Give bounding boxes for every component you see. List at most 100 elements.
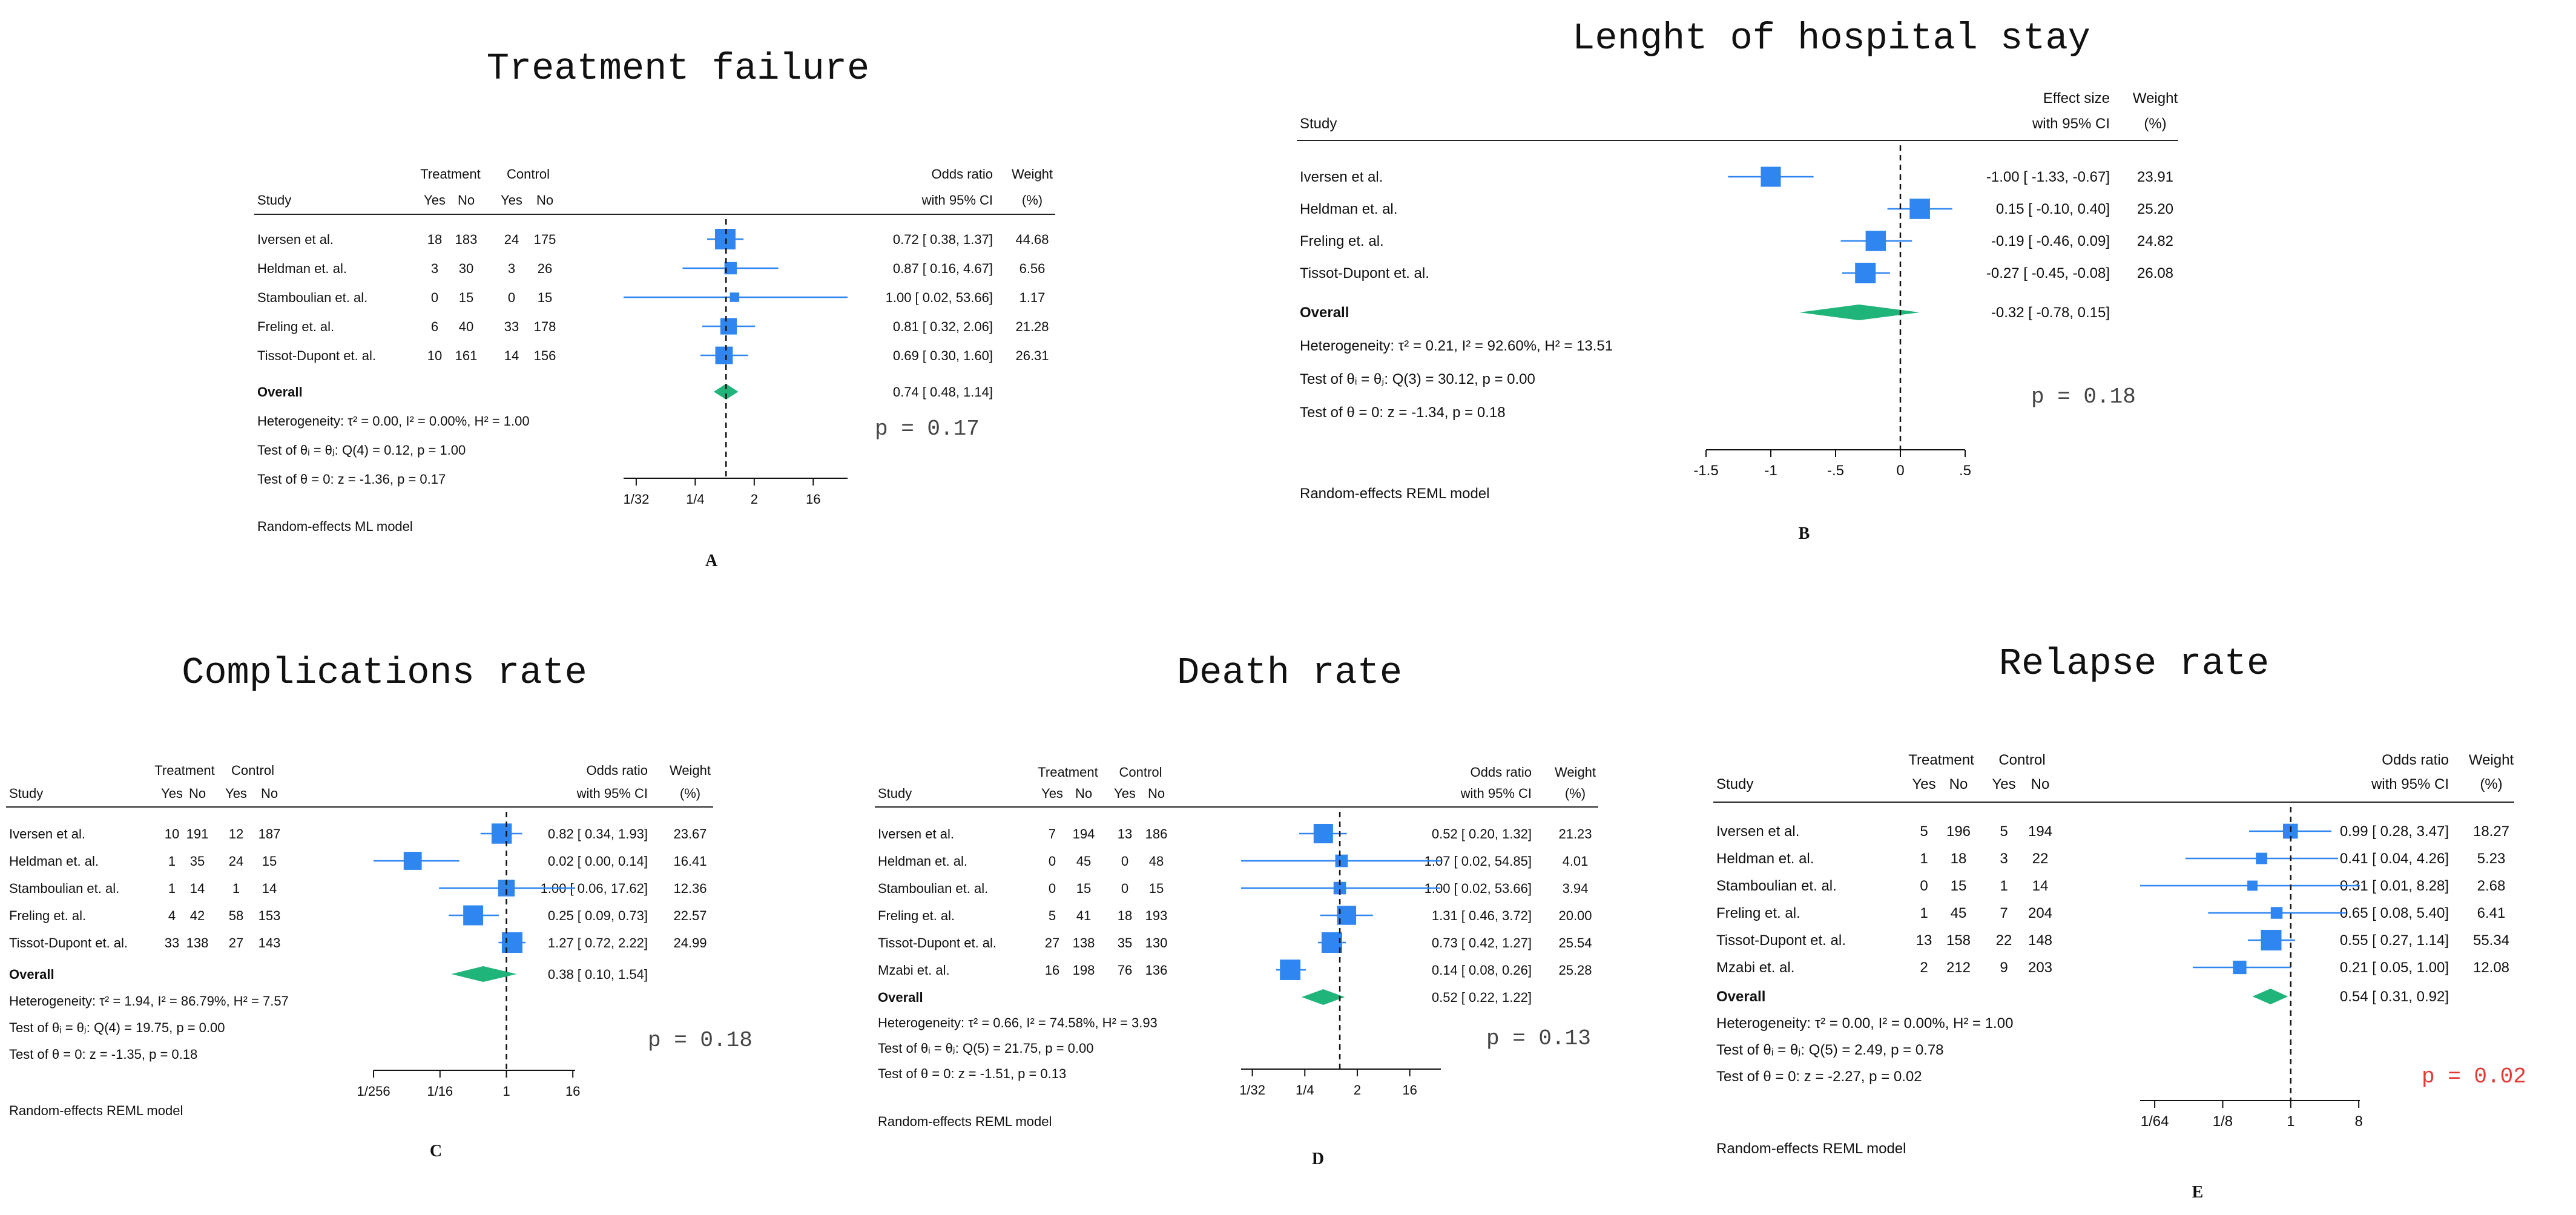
study-weight: 18.27: [2473, 823, 2509, 840]
study-name: Freling et. al.: [1716, 905, 1800, 921]
study-row: Mzabi et. al. 2 212 9 203 0.21 [ 0.05, 1.00] 1…: [1716, 960, 2509, 976]
study-count: 14: [504, 348, 519, 363]
study-count: 191: [186, 826, 209, 841]
overall-ci-text: 0.74 [ 0.48, 1.14]: [893, 384, 993, 400]
count-subheader: Yes: [225, 786, 247, 801]
forest-plot-c: Complications rate Study Treatment Control Y…: [6, 651, 753, 1161]
chart-title: Lenght of hospital stay: [1572, 17, 2090, 60]
control-header: Control: [1119, 765, 1162, 780]
study-count: 187: [259, 826, 281, 841]
study-ci-text: 0.21 [ 0.05, 1.00]: [2340, 960, 2449, 976]
study-header: Study: [878, 786, 912, 801]
study-count: 16: [1045, 963, 1059, 978]
study-name: Freling et. al.: [257, 319, 334, 334]
study-count: 15: [1076, 881, 1091, 896]
tick-label: 16: [1402, 1082, 1417, 1098]
study-count: 212: [1946, 960, 1971, 976]
study-count: 15: [459, 290, 473, 305]
count-subheader: No: [261, 786, 278, 801]
study-count: 42: [190, 908, 205, 923]
test-z-text: Test of θ = 0: z = -1.51, p = 0.13: [878, 1066, 1066, 1081]
study-count: 143: [259, 935, 281, 950]
study-ci-text: 1.27 [ 0.72, 2.22]: [548, 935, 648, 950]
weight-subheader: (%): [2480, 776, 2502, 792]
study-name: Heldman et. al.: [878, 854, 967, 869]
forest-plot-e: Relapse rate Study Treatment Control Yes No Ye…: [1713, 642, 2526, 1202]
control-header: Control: [1998, 752, 2045, 768]
study-count: 193: [1145, 908, 1168, 923]
study-name: Stamboulian et. al.: [1716, 878, 1837, 894]
study-weight: 26.31: [1015, 348, 1049, 363]
overall-label: Overall: [878, 990, 923, 1005]
study-header: Study: [1716, 776, 1753, 792]
weight-header: Weight: [1555, 765, 1596, 780]
study-weight: 21.28: [1015, 319, 1049, 334]
study-count: 35: [190, 854, 205, 869]
study-name: Iversen et al.: [878, 826, 954, 841]
treatment-header: Treatment: [1038, 765, 1098, 780]
model-label: Random-effects REML model: [878, 1114, 1052, 1129]
effect-square: [2247, 880, 2258, 891]
study-row: Tissot-Dupont et. al. 13 158 22 148 0.55 [ 0.…: [1716, 930, 2509, 950]
study-count: 148: [2028, 932, 2052, 949]
study-ci-text: 1.00 [ 0.02, 53.66]: [886, 290, 993, 305]
study-count: 18: [1951, 851, 1967, 867]
study-count: 0: [1121, 854, 1128, 869]
study-ci-text: 0.87 [ 0.16, 4.67]: [893, 261, 993, 276]
effect-square: [1909, 199, 1930, 219]
tick-label: 1: [2287, 1113, 2294, 1130]
study-count: 7: [2000, 905, 2008, 921]
study-row: Freling et. al. 5 41 18 193 1.31 [ 0.46, 3.72…: [878, 906, 1592, 925]
overall-diamond: [451, 966, 517, 982]
weight-subheader: (%): [680, 786, 700, 801]
study-count: 0: [1920, 878, 1928, 894]
overall-label: Overall: [257, 384, 303, 400]
study-count: 178: [534, 319, 556, 334]
panel-label: C: [430, 1142, 442, 1161]
study-count: 1: [232, 881, 240, 896]
overall-diamond: [713, 384, 739, 400]
study-weight: 44.68: [1015, 232, 1049, 247]
study-name: Iversen et al.: [1716, 823, 1799, 840]
weight-subheader: (%): [1565, 786, 1586, 801]
tick-label: 1/256: [357, 1084, 390, 1099]
study-count: 5: [2000, 823, 2008, 840]
effect-square: [2256, 852, 2268, 864]
tick-label: 2: [1354, 1082, 1361, 1098]
study-count: 27: [1045, 935, 1059, 950]
overall-diamond: [1301, 989, 1345, 1005]
panel-label: E: [2192, 1183, 2204, 1202]
weight-header: Weight: [1012, 166, 1053, 182]
test-q-text: Test of θᵢ = θⱼ: Q(4) = 19.75, p = 0.00: [9, 1020, 225, 1035]
study-count: 15: [1149, 881, 1164, 896]
effect-header: Effect size: [2043, 90, 2110, 107]
study-count: 196: [1946, 823, 1971, 840]
study-count: 33: [165, 935, 179, 950]
forest-plot-b: Lenght of hospital stay Study Effect size w…: [1297, 17, 2178, 543]
study-name: Tissot-Dupont et. al.: [257, 348, 376, 363]
study-name: Heldman et. al.: [9, 854, 99, 869]
study-count: 24: [229, 854, 243, 869]
study-weight: 25.28: [1558, 963, 1592, 978]
study-weight: 2.68: [2477, 878, 2506, 894]
study-count: 183: [455, 232, 478, 247]
study-ci-text: 0.99 [ 0.28, 3.47]: [2340, 823, 2449, 840]
study-weight: 21.23: [1558, 826, 1592, 841]
treatment-header: Treatment: [420, 166, 480, 182]
study-count: 15: [1951, 878, 1967, 894]
study-weight: 5.23: [2477, 851, 2506, 867]
study-count: 5: [1920, 823, 1928, 840]
study-row: Stamboulian et. al. 0 15 1 14 0.31 [ 0.01, 8.…: [1716, 878, 2505, 894]
overall-label: Overall: [1716, 989, 1765, 1005]
study-name: Tissot-Dupont et. al.: [1300, 265, 1429, 282]
effect-square: [491, 823, 512, 844]
tick-label: 16: [565, 1084, 580, 1099]
p-value-annotation: p = 0.18: [2031, 384, 2136, 409]
effect-square: [501, 932, 522, 953]
heterogeneity-text: Heterogeneity: τ² = 0.00, I² = 0.00%, H²…: [1716, 1015, 2013, 1032]
study-count: 1: [1920, 851, 1928, 867]
study-name: Tissot-Dupont et. al.: [878, 935, 996, 950]
heterogeneity-text: Heterogeneity: τ² = 1.94, I² = 86.79%, H…: [9, 993, 289, 1009]
study-count: 175: [534, 232, 556, 247]
effect-square: [1313, 823, 1333, 844]
